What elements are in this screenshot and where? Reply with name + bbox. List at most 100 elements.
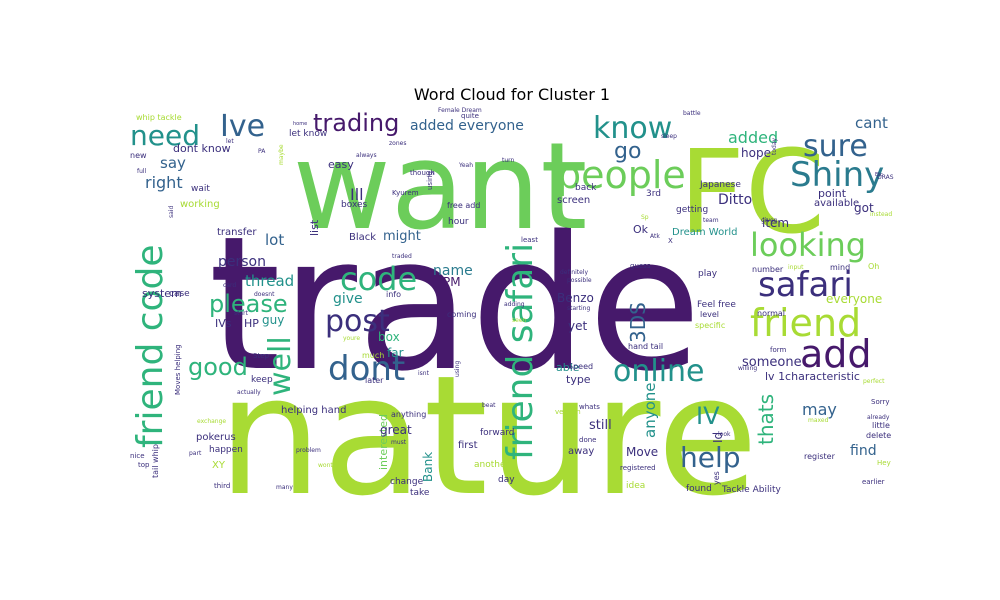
word-online: online <box>613 354 705 389</box>
word-easy: easy <box>328 158 354 171</box>
word-quite: quite <box>461 112 479 120</box>
word-nice: nice <box>130 452 145 460</box>
word-move: Move <box>626 445 658 459</box>
word-dont: dont <box>328 349 405 389</box>
word-back: back <box>575 183 597 193</box>
word-let-know: let know <box>289 129 327 139</box>
word-person: person <box>218 254 266 270</box>
word-need: need <box>130 119 200 152</box>
word-battle: battle <box>683 110 701 117</box>
word-guy: guy <box>262 313 284 327</box>
word-day: day <box>498 475 515 485</box>
word-said: said <box>168 206 175 218</box>
word-free-add: free add <box>447 201 480 210</box>
word-interested: interested <box>377 414 390 470</box>
word-bank: Bank <box>421 452 435 482</box>
word-getting: getting <box>676 205 708 215</box>
word-pokerus: pokerus <box>196 432 236 443</box>
word-full: full <box>137 168 147 175</box>
word-idea: idea <box>626 481 645 491</box>
word-willing: willing <box>738 365 757 372</box>
word-type: type <box>566 373 591 386</box>
word-great: great <box>380 423 412 437</box>
word-hey: Hey <box>877 459 891 467</box>
word-please: please <box>209 290 288 318</box>
word-guess: guess <box>630 262 651 270</box>
word-info: info <box>386 290 401 299</box>
word-added: added <box>728 128 778 147</box>
word-add: add <box>800 332 872 376</box>
word-actually: actually <box>237 389 261 396</box>
word-ditto: Ditto <box>718 192 752 208</box>
word-cloud-area <box>125 110 900 495</box>
word-problem: problem <box>296 447 321 454</box>
word-id: Id <box>711 432 725 443</box>
word-card: card <box>223 282 236 289</box>
word-etc: Etc <box>875 172 883 178</box>
word-item: item <box>762 216 789 230</box>
word-3ds: 3DS <box>626 302 650 343</box>
word-might: might <box>383 229 421 244</box>
word-ivs: IVs <box>215 317 232 330</box>
word-dream-world: Dream World <box>672 227 737 238</box>
word-ive: Ive <box>220 109 265 144</box>
word-though: though <box>410 169 435 177</box>
word-yeah: Yeah <box>458 162 473 169</box>
word-sleep: sleep <box>661 133 677 140</box>
word-someone: someone <box>742 355 802 370</box>
word-new: new <box>130 151 147 160</box>
word-japanese: Japanese <box>699 180 741 190</box>
word-much: much <box>362 351 384 360</box>
word-system: system <box>142 287 182 300</box>
word-want: want <box>293 118 588 257</box>
word-registered: registered <box>620 464 656 472</box>
word-yet: yet <box>568 319 587 333</box>
word-shiny: Shiny <box>790 155 884 195</box>
word-pm: PM <box>443 275 461 289</box>
word-input: input <box>788 264 804 271</box>
word-sp: Sp <box>641 214 649 221</box>
word-helping-hand: helping hand <box>281 405 346 416</box>
word-normal: normal <box>757 309 785 318</box>
word-zones: zones <box>389 140 406 147</box>
word-ill: Ill <box>350 185 364 204</box>
word-done: done <box>579 436 596 444</box>
word-working: working <box>180 199 220 210</box>
word-3rd: 3rd <box>646 189 661 199</box>
word-many: many <box>276 484 293 491</box>
word-name: name <box>433 263 473 279</box>
word-play: play <box>698 269 718 279</box>
word-code: code <box>340 260 417 298</box>
word-x: X <box>668 237 673 245</box>
word-using: using <box>426 171 434 190</box>
word-number: number <box>752 265 784 274</box>
word-sorry: Sorry <box>871 398 890 406</box>
word-maxed: maxed <box>808 417 829 424</box>
word-perfect: perfect <box>863 378 885 385</box>
word-thread: thread <box>245 272 294 290</box>
word-oh: Oh <box>868 262 879 271</box>
word-level: level <box>700 310 719 319</box>
word-hope: hope <box>741 146 771 160</box>
chart-title: Word Cloud for Cluster 1 <box>414 85 610 104</box>
word-yes: yes <box>712 471 721 485</box>
word-earlier: earlier <box>862 478 885 486</box>
word-least: least <box>521 236 538 244</box>
word-anyone: anyone <box>641 383 659 439</box>
word-step: Step <box>253 352 269 360</box>
word-let: let <box>226 138 234 145</box>
word-atk: Atk <box>650 233 660 240</box>
word-feel-free: Feel free <box>697 300 736 310</box>
word-wait: wait <box>191 184 210 194</box>
word-safari: safari <box>758 265 853 305</box>
word-later: later <box>365 376 384 385</box>
word-instead: instead <box>870 211 892 218</box>
word-list: list <box>308 219 321 236</box>
word-today: today <box>771 137 778 155</box>
word-still: still <box>589 418 612 433</box>
word-nature: nature <box>218 340 759 532</box>
word-good: good <box>188 353 248 381</box>
word-looking: looking <box>750 226 866 264</box>
word-pa: PA <box>258 148 266 155</box>
word-seen: seen <box>512 317 527 324</box>
